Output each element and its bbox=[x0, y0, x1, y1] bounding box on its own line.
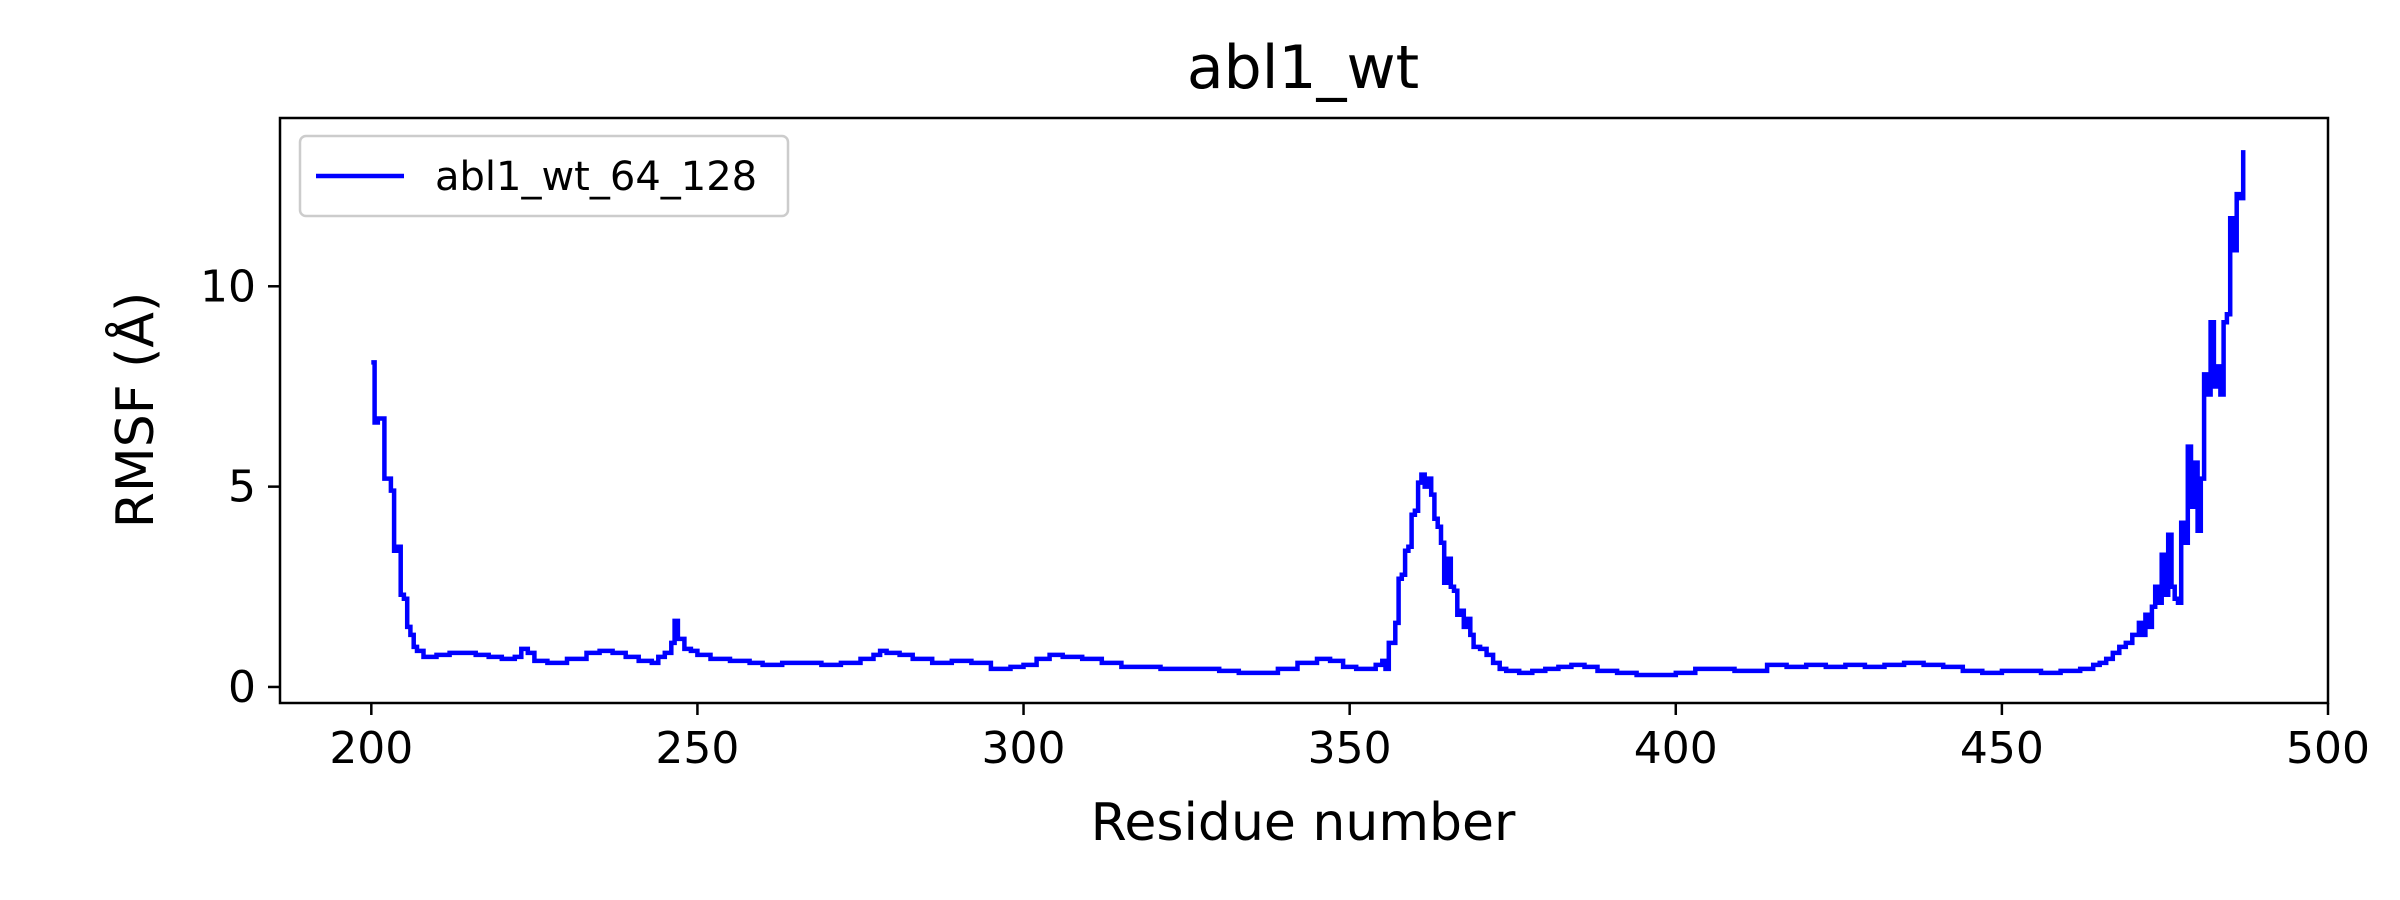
x-axis: 200 250 300 350 400 450 500 bbox=[329, 703, 2370, 774]
y-tick-label: 5 bbox=[228, 462, 256, 513]
legend: abl1_wt_64_128 bbox=[298, 134, 790, 218]
x-tick-label: 450 bbox=[1960, 723, 2044, 774]
plot-area bbox=[371, 150, 2246, 678]
axes-frame bbox=[278, 116, 2330, 705]
y-tick-label: 10 bbox=[200, 261, 256, 312]
y-axis: 0 5 10 bbox=[200, 261, 280, 713]
x-tick-label: 250 bbox=[655, 723, 739, 774]
x-axis-label: Residue number bbox=[1091, 793, 1516, 853]
x-tick-label: 400 bbox=[1634, 723, 1718, 774]
x-tick-label: 350 bbox=[1308, 723, 1392, 774]
chart-title: abl1_wt bbox=[1187, 33, 1419, 103]
y-axis-label: RMSF (Å) bbox=[104, 292, 166, 529]
x-tick-label: 200 bbox=[329, 723, 413, 774]
series-line-0 bbox=[371, 150, 2246, 678]
legend-entry-label: abl1_wt_64_128 bbox=[435, 154, 757, 200]
legend-box bbox=[298, 134, 790, 218]
x-tick-label: 500 bbox=[2286, 723, 2370, 774]
y-tick-label: 0 bbox=[228, 662, 256, 713]
x-tick-label: 300 bbox=[982, 723, 1066, 774]
